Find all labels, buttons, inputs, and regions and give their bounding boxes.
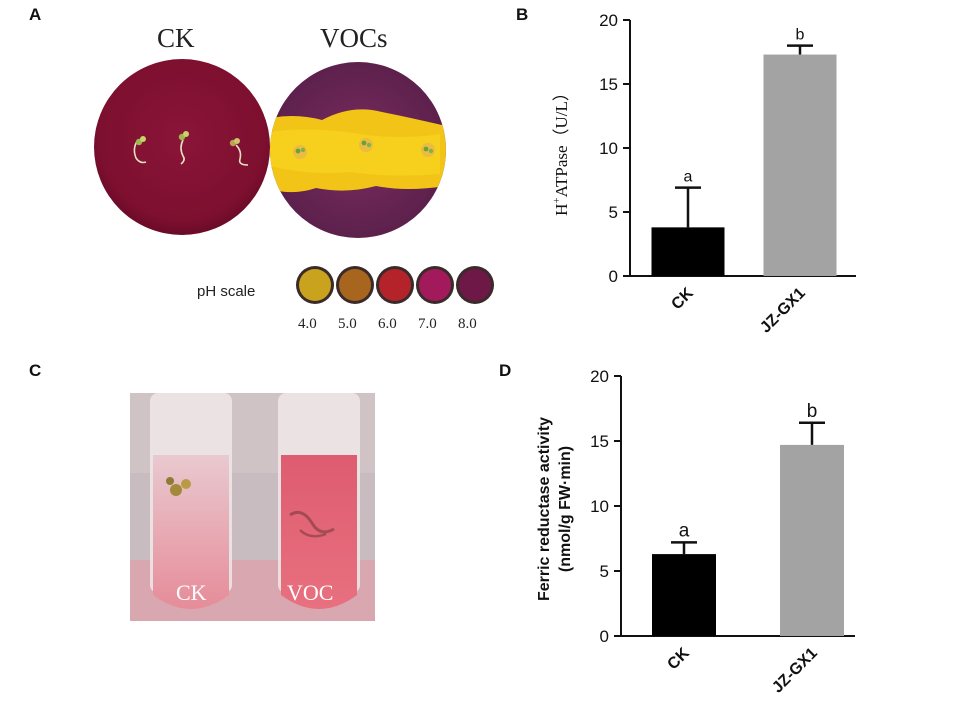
y-tick-label: 5 [600,562,609,581]
x-category-label: CK [664,644,693,673]
x-category-label: CK [668,284,697,313]
significance-letter: b [796,27,805,44]
ylabel-rest: ATPase（U/L） [552,84,571,197]
panel-a: A CK VOCs [29,5,494,332]
significance-letter: b [807,401,818,422]
bar-jz-gx1 [763,54,837,277]
panel-d: D 0 5 10 15 20 a CK b JZ-GX1 Ferric reductase ac… [499,361,855,696]
dish-label-ck: CK [157,23,195,53]
panel-d-label: D [499,361,511,380]
y-tick-label: 10 [599,139,618,158]
ck-petri-dish [94,59,270,235]
ph-scale-label: pH scale [197,283,255,300]
panel-a-label: A [29,5,41,24]
panel-c: C CK VOC [29,361,375,621]
x-category-label: JZ-GX1 [757,285,809,337]
y-tick-label: 15 [590,432,609,451]
ph-scale-wells [296,266,494,304]
significance-letter: a [684,169,693,186]
y-tick-label: 10 [590,497,609,516]
y-tick-label: 0 [600,627,609,646]
ph-value-label: 7.0 [418,316,437,332]
ph-value-label: 5.0 [338,316,357,332]
ph-well [459,269,491,301]
panel-c-label: C [29,361,41,380]
ylabel-h: H [552,204,571,216]
dish-label-vocs: VOCs [320,23,388,53]
y-tick-label: 5 [609,203,618,222]
chart-d: 0 5 10 15 20 a CK b JZ-GX1 [590,367,855,696]
ylabel-sup: + [551,197,563,203]
ph-well [339,269,371,301]
bar-jz-gx1 [780,444,844,636]
significance-letter: a [679,520,690,541]
vocs-seedlings [293,138,435,159]
panel-b: B 0 5 10 15 20 a CK b JZ-GX1 H+ATPase（U/L） [516,5,856,336]
chart-d-y-axis-label-line1: Ferric reductase activity [536,417,553,601]
x-category-label: JZ-GX1 [769,645,821,697]
y-tick-label: 20 [590,367,609,386]
chart-b: 0 5 10 15 20 a CK b JZ-GX1 [599,11,856,336]
ph-well [379,269,411,301]
bar-ck [651,227,725,276]
ph-value-label: 6.0 [378,316,397,332]
y-tick-label: 20 [599,11,618,30]
ph-well [299,269,331,301]
tube-ck [150,393,232,609]
chart-b-y-axis-label: H+ATPase（U/L） [551,84,571,216]
bar-ck [652,554,716,636]
test-tube-photo: CK VOC [130,393,375,621]
y-tick-label: 15 [599,75,618,94]
tube-label-ck: CK [176,580,207,605]
ph-well [419,269,451,301]
ph-scale-values: 4.0 5.0 6.0 7.0 8.0 [298,316,477,332]
ck-seedlings [133,131,249,166]
tube-voc [278,393,360,609]
ph-value-label: 8.0 [458,316,477,332]
ph-value-label: 4.0 [298,316,317,332]
panel-b-label: B [516,5,528,24]
vocs-petri-dish [270,62,446,238]
tube-label-voc: VOC [287,580,333,605]
y-tick-label: 0 [609,267,618,286]
chart-d-y-axis-label-line2: (nmol/g FW·min) [557,446,574,572]
